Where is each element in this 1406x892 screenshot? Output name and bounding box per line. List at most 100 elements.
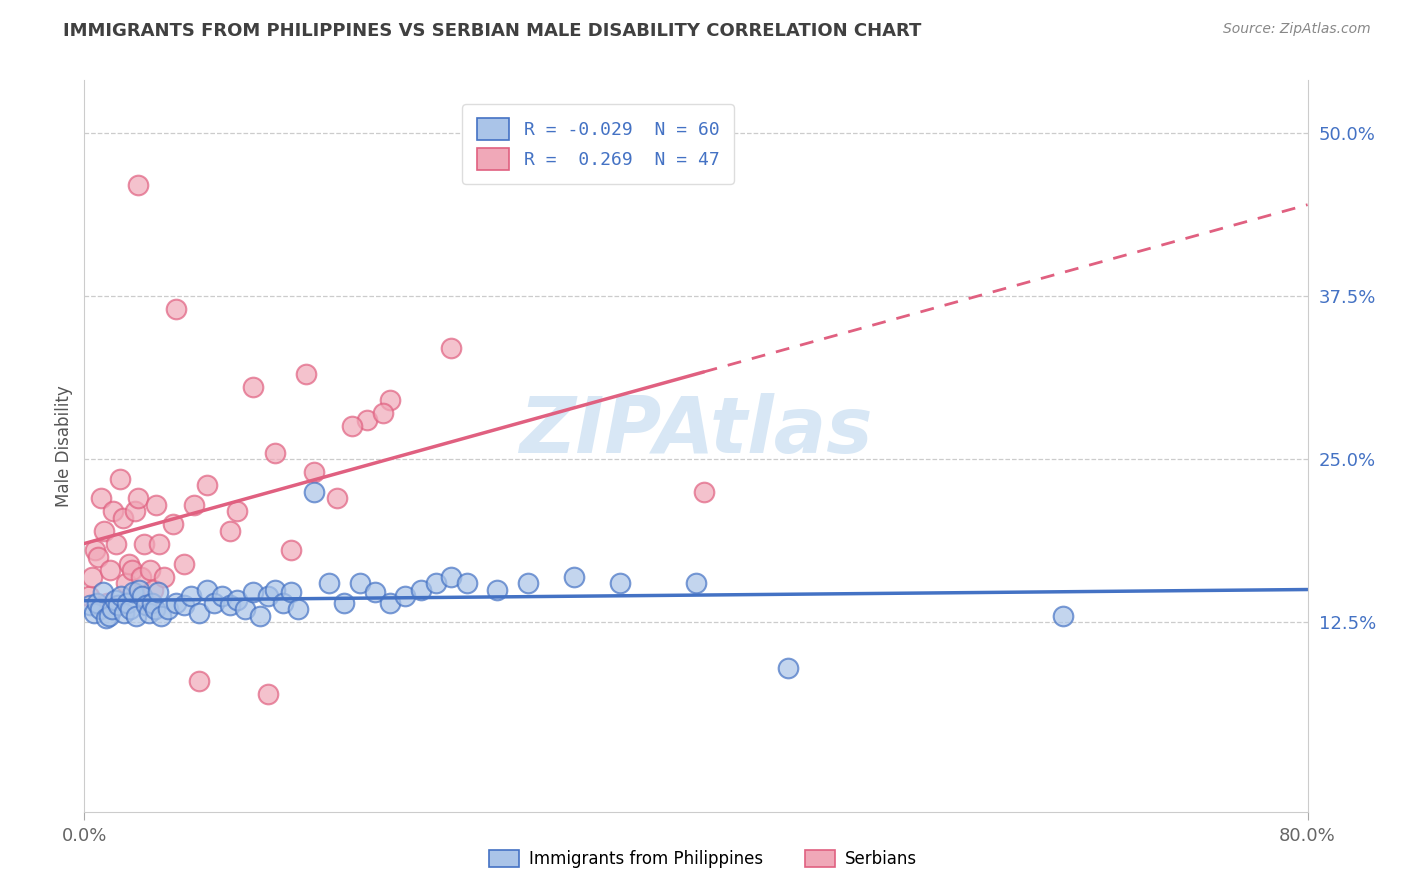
Point	[776, 661, 799, 675]
Point	[120, 602, 142, 616]
Point	[129, 569, 152, 583]
Point	[409, 582, 432, 597]
Point	[132, 537, 155, 551]
Point	[145, 498, 167, 512]
Point	[349, 576, 371, 591]
Point	[394, 589, 416, 603]
Point	[692, 484, 714, 499]
Point	[685, 576, 707, 591]
Text: ZIPAtlas: ZIPAtlas	[519, 393, 873, 469]
Point	[98, 563, 121, 577]
Point	[127, 491, 149, 506]
Point	[325, 491, 347, 506]
Point	[162, 517, 184, 532]
Legend: R = -0.029  N = 60, R =  0.269  N = 47: R = -0.029 N = 60, R = 0.269 N = 47	[463, 104, 734, 184]
Point	[440, 569, 463, 583]
Point	[195, 478, 218, 492]
Point	[226, 504, 249, 518]
Point	[264, 582, 287, 597]
Point	[180, 589, 202, 603]
Point	[149, 608, 172, 623]
Point	[146, 585, 169, 599]
Point	[83, 606, 105, 620]
Point	[226, 593, 249, 607]
Point	[257, 589, 280, 603]
Text: Source: ZipAtlas.com: Source: ZipAtlas.com	[1223, 22, 1371, 37]
Point	[609, 576, 631, 591]
Legend: Immigrants from Philippines, Serbians: Immigrants from Philippines, Serbians	[482, 843, 924, 875]
Point	[139, 563, 162, 577]
Point	[562, 569, 585, 583]
Point	[122, 585, 145, 599]
Point	[77, 589, 100, 603]
Point	[107, 599, 129, 613]
Point	[115, 596, 138, 610]
Point	[302, 465, 325, 479]
Point	[211, 589, 233, 603]
Point	[80, 569, 103, 583]
Point	[86, 596, 108, 610]
Point	[183, 498, 205, 512]
Point	[440, 341, 463, 355]
Point	[128, 582, 150, 597]
Point	[233, 602, 256, 616]
Point	[188, 606, 211, 620]
Point	[90, 491, 112, 506]
Point	[121, 563, 143, 577]
Point	[165, 596, 187, 610]
Point	[356, 413, 378, 427]
Point	[110, 589, 132, 603]
Point	[287, 602, 309, 616]
Point	[101, 602, 124, 616]
Point	[516, 576, 538, 591]
Point	[173, 599, 195, 613]
Point	[87, 549, 110, 564]
Point	[249, 608, 271, 623]
Point	[425, 576, 447, 591]
Point	[108, 472, 131, 486]
Point	[188, 674, 211, 689]
Point	[165, 301, 187, 316]
Point	[89, 602, 111, 616]
Point	[141, 596, 163, 610]
Point	[380, 393, 402, 408]
Point	[456, 576, 478, 591]
Point	[91, 585, 114, 599]
Point	[242, 380, 264, 394]
Point	[257, 687, 280, 701]
Point	[242, 585, 264, 599]
Point	[333, 596, 356, 610]
Point	[142, 582, 165, 597]
Point	[105, 537, 128, 551]
Point	[153, 569, 176, 583]
Point	[118, 557, 141, 571]
Point	[131, 589, 153, 603]
Point	[371, 406, 394, 420]
Point	[111, 511, 134, 525]
Point	[302, 484, 325, 499]
Point	[114, 576, 136, 591]
Point	[318, 576, 340, 591]
Point	[295, 367, 318, 381]
Point	[79, 599, 101, 613]
Point	[112, 606, 135, 620]
Point	[280, 585, 302, 599]
Point	[157, 602, 180, 616]
Point	[195, 582, 218, 597]
Point	[136, 596, 159, 610]
Point	[1052, 608, 1074, 623]
Point	[135, 599, 157, 613]
Point	[148, 537, 170, 551]
Point	[202, 596, 225, 610]
Point	[93, 524, 115, 538]
Y-axis label: Male Disability: Male Disability	[55, 385, 73, 507]
Point	[84, 543, 107, 558]
Point	[125, 608, 148, 623]
Point	[127, 178, 149, 192]
Point	[340, 419, 363, 434]
Point	[218, 524, 240, 538]
Point	[364, 585, 387, 599]
Point	[124, 504, 146, 518]
Point	[143, 602, 166, 616]
Point	[173, 557, 195, 571]
